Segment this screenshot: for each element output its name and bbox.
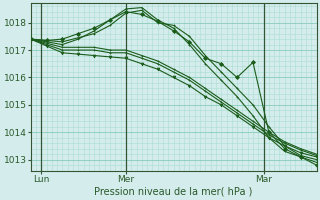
X-axis label: Pression niveau de la mer( hPa ): Pression niveau de la mer( hPa )	[94, 187, 253, 197]
